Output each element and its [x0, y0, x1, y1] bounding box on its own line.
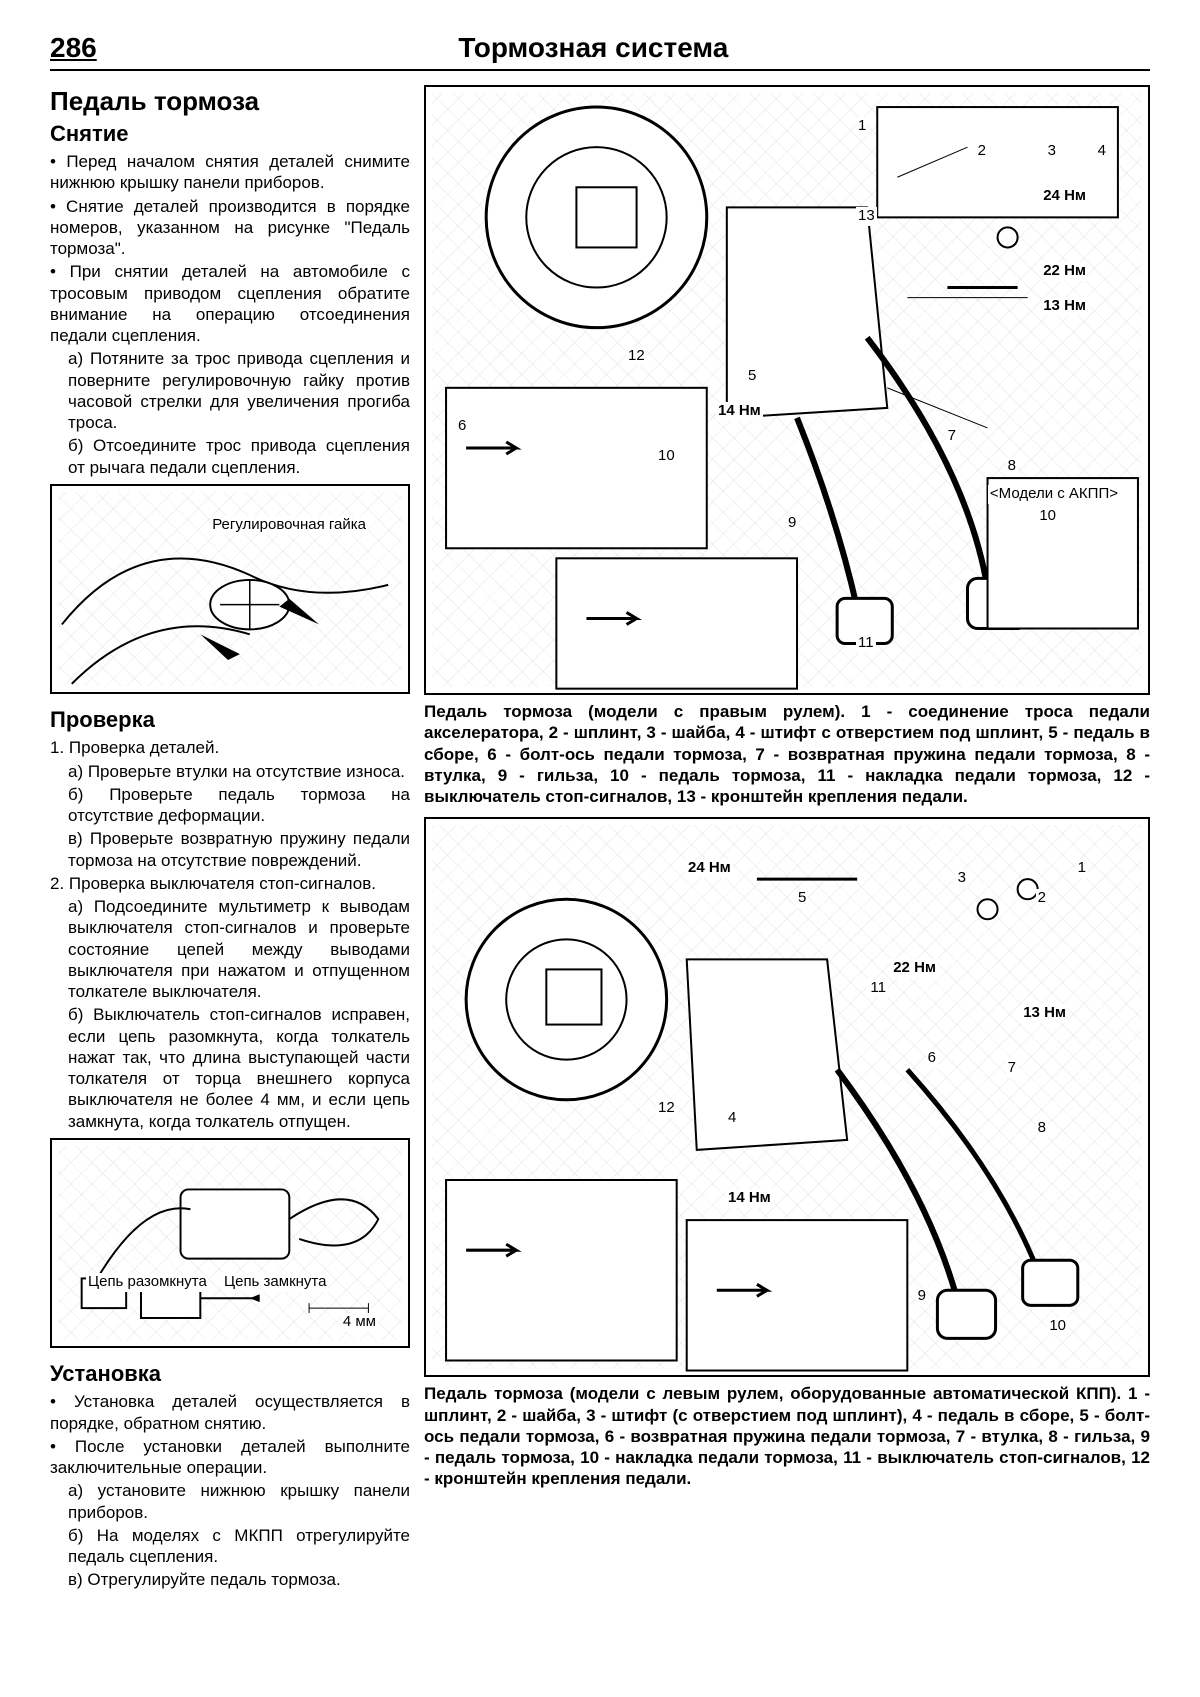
page-number: 286: [50, 30, 97, 65]
callout-2: 2: [976, 142, 988, 161]
subsection-install: Установка: [50, 1360, 410, 1388]
caption-rhd: Педаль тормоза (модели с правым рулем). …: [424, 701, 1150, 807]
callout-b12: 12: [656, 1099, 677, 1118]
check-1: 1. Проверка деталей.: [50, 737, 410, 758]
page-header: 286 Тормозная система: [50, 30, 1150, 71]
install-p1: • Установка деталей осуществляется в пор…: [50, 1391, 410, 1434]
callout-9: 9: [786, 514, 798, 533]
torque-22b: 22 Нм: [891, 959, 938, 978]
caption-lhd: Педаль тормоза (модели с левым рулем, об…: [424, 1383, 1150, 1489]
callout-13: 13: [856, 207, 877, 226]
label-adjust-nut: Регулировочная гайка: [210, 516, 368, 535]
diagram-stop-switch: Цепь разомкнута Цепь замкнута 4 мм: [50, 1138, 410, 1348]
callout-b1: 1: [1076, 859, 1088, 878]
install-a: а) установите нижнюю крышку панели прибо…: [68, 1480, 410, 1523]
removal-sub-b: б) Отсоедините трос привода сцепления от…: [68, 435, 410, 478]
check-2: 2. Проверка выключателя стоп-сигналов.: [50, 873, 410, 894]
callout-b8: 8: [1036, 1119, 1048, 1138]
two-column-layout: Педаль тормоза Снятие • Перед началом сн…: [50, 85, 1150, 1593]
install-p2: • После установки деталей выполните закл…: [50, 1436, 410, 1479]
rhd-pedal-svg: [426, 87, 1148, 695]
label-circuit-open: Цепь разомкнута: [86, 1273, 209, 1292]
check-1b: б) Проверьте педаль тормоза на отсутстви…: [68, 784, 410, 827]
label-4mm: 4 мм: [341, 1313, 378, 1332]
callout-12: 12: [626, 347, 647, 366]
diagram-lhd-pedal: 24 Нм 22 Нм 13 Нм 14 Нм 1 2 3 4 5 6 7 8 …: [424, 817, 1150, 1377]
callout-b5: 5: [796, 889, 808, 908]
callout-b4: 4: [726, 1109, 738, 1128]
torque-14: 14 Нм: [716, 402, 763, 421]
check-1a: а) Проверьте втулки на отсутствие износа…: [68, 761, 410, 782]
removal-p3: • При снятии деталей на автомобиле с тро…: [50, 261, 410, 346]
callout-b7: 7: [1006, 1059, 1018, 1078]
install-b: б) На моделях с МКПП отрегулируйте педал…: [68, 1525, 410, 1568]
callout-11: 11: [856, 634, 876, 653]
check-1c: в) Проверьте возвратную пружину педали т…: [68, 828, 410, 871]
callout-1: 1: [856, 117, 868, 136]
label-akpp-10: 10: [1037, 507, 1058, 526]
check-2b: б) Выключатель стоп-сигналов исправен, е…: [68, 1004, 410, 1132]
removal-p2: • Снятие деталей производится в порядке …: [50, 196, 410, 260]
check-2a: а) Подсоедините мультиметр к выводам вык…: [68, 896, 410, 1002]
callout-b11: 11: [868, 979, 888, 998]
callout-b9: 9: [916, 1287, 928, 1306]
callout-8: 8: [1006, 457, 1018, 476]
callout-b2: 2: [1036, 889, 1048, 908]
label-circuit-closed: Цепь замкнута: [222, 1273, 328, 1292]
callout-10: 10: [656, 447, 677, 466]
callout-b3: 3: [956, 869, 968, 888]
removal-sub-a: а) Потяните за трос привода сцепления и …: [68, 348, 410, 433]
torque-24b: 24 Нм: [686, 859, 733, 878]
diagram-rhd-pedal: 24 Нм 22 Нм 13 Нм 14 Нм 1 2 3 4 5 6 7 8 …: [424, 85, 1150, 695]
callout-5: 5: [746, 367, 758, 386]
section-brake-pedal: Педаль тормоза: [50, 85, 410, 118]
callout-b10: 10: [1047, 1317, 1068, 1336]
torque-24: 24 Нм: [1041, 187, 1088, 206]
left-column: Педаль тормоза Снятие • Перед началом сн…: [50, 85, 410, 1593]
install-c: в) Отрегулируйте педаль тормоза.: [68, 1569, 410, 1590]
torque-22: 22 Нм: [1041, 262, 1088, 281]
label-akpp-models: <Модели с АКПП>: [988, 485, 1120, 504]
callout-4: 4: [1096, 142, 1108, 161]
right-column: 24 Нм 22 Нм 13 Нм 14 Нм 1 2 3 4 5 6 7 8 …: [424, 85, 1150, 1593]
callout-7: 7: [946, 427, 958, 446]
diagram-clutch-cable: Регулировочная гайка: [50, 484, 410, 694]
subsection-check: Проверка: [50, 706, 410, 734]
callout-6: 6: [456, 417, 468, 436]
torque-14b: 14 Нм: [726, 1189, 773, 1208]
callout-3: 3: [1046, 142, 1058, 161]
callout-b6: 6: [926, 1049, 938, 1068]
removal-p1: • Перед началом снятия деталей снимите н…: [50, 151, 410, 194]
subsection-removal: Снятие: [50, 120, 410, 148]
torque-13b: 13 Нм: [1021, 1004, 1068, 1023]
torque-13: 13 Нм: [1041, 297, 1088, 316]
page-title: Тормозная система: [97, 30, 1090, 65]
